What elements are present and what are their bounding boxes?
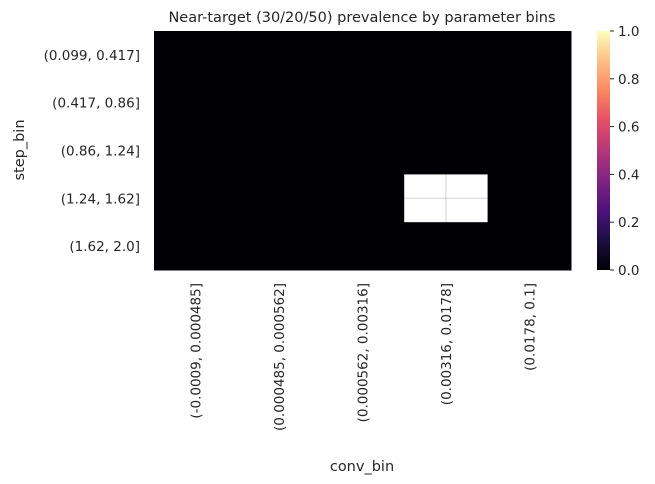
y-tick-label: (0.417, 0.86]	[52, 96, 140, 112]
colorbar-tick-label: 1.0	[618, 24, 639, 40]
y-tick-label: (1.62, 2.0]	[69, 239, 140, 255]
y-axis-label: step_bin	[12, 119, 28, 180]
y-tick-label: (0.86, 1.24]	[61, 144, 140, 160]
x-tick-label: (-0.0009, 0.000485]	[189, 283, 205, 419]
colorbar-tick-label: 0.4	[618, 167, 639, 183]
x-tick-label: (0.0178, 0.1]	[522, 283, 538, 371]
chart-title: Near-target (30/20/50) prevalence by par…	[168, 10, 555, 26]
colorbar-tick-label: 0.0	[618, 263, 639, 279]
x-tick-label: (0.00316, 0.0178]	[439, 283, 455, 405]
x-tick-label: (0.000485, 0.000562]	[272, 283, 288, 431]
x-axis-label: conv_bin	[330, 459, 394, 475]
y-tick-labels: (0.099, 0.417] (0.417, 0.86] (0.86, 1.24] (…	[44, 48, 140, 255]
colorbar	[597, 31, 610, 270]
y-tick-label: (1.24, 1.62]	[61, 191, 140, 207]
heatmap-grid	[154, 31, 571, 270]
colorbar-tick-label: 0.6	[618, 120, 639, 136]
colorbar-tick-labels: 0.0 0.2 0.4 0.6 0.8 1.0	[610, 24, 639, 279]
colorbar-tick-label: 0.2	[618, 215, 639, 231]
y-tick-label: (0.099, 0.417]	[44, 48, 140, 64]
x-tick-labels: (-0.0009, 0.000485] (0.000485, 0.000562] (…	[189, 283, 539, 431]
x-tick-label: (0.000562, 0.00316]	[356, 283, 372, 422]
colorbar-tick-label: 0.8	[618, 72, 639, 88]
